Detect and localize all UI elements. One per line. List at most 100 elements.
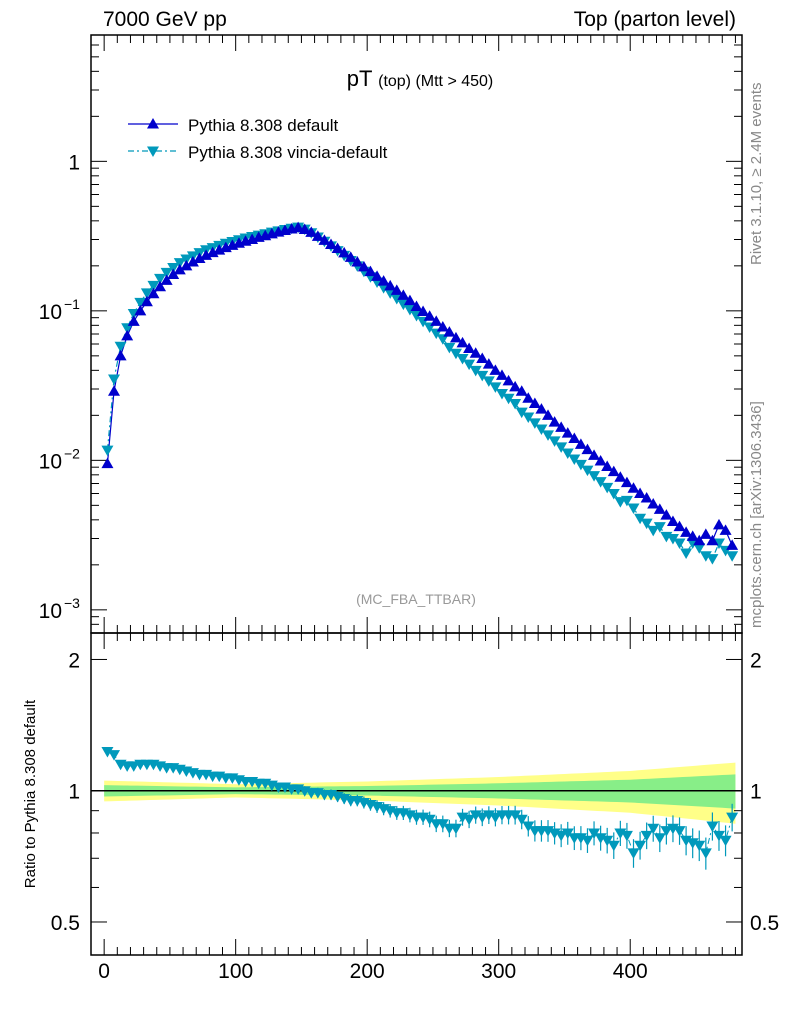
data-point — [594, 477, 607, 488]
data-point — [114, 349, 127, 361]
data-point — [548, 436, 561, 447]
data-point — [640, 518, 653, 530]
data-point — [140, 295, 153, 307]
ratio-y-tick-label: 2 — [68, 649, 80, 672]
data-point — [147, 280, 160, 292]
data-point — [495, 388, 508, 400]
data-point — [456, 336, 469, 348]
data-point — [344, 251, 357, 262]
data-point — [620, 495, 633, 507]
y-tick-exponent: −2 — [64, 445, 80, 461]
data-point — [180, 259, 193, 271]
data-point — [397, 289, 410, 300]
data-point — [403, 294, 416, 306]
data-point — [712, 518, 725, 530]
data-point — [594, 454, 607, 466]
data-point — [699, 551, 712, 562]
data-point — [167, 262, 180, 274]
y-tick-label: 1 — [68, 151, 80, 174]
series-line — [106, 226, 733, 560]
data-point — [561, 427, 574, 438]
data-point — [417, 305, 430, 316]
data-point — [186, 256, 199, 267]
data-point — [121, 323, 134, 334]
data-point — [634, 513, 647, 525]
data-point — [449, 331, 462, 343]
data-point — [160, 267, 173, 279]
data-point — [719, 524, 732, 535]
data-point — [561, 448, 574, 459]
data-point — [449, 348, 462, 360]
data-point — [647, 498, 660, 509]
ratio-data-point — [607, 840, 620, 852]
data-point — [509, 399, 522, 410]
ratio-y-tick-label: 1 — [68, 781, 80, 804]
data-point — [482, 376, 495, 387]
ratio-data-point — [640, 830, 653, 842]
data-point — [305, 226, 318, 237]
data-point — [581, 465, 594, 477]
data-point — [515, 407, 528, 419]
data-point — [377, 283, 390, 294]
data-point — [154, 280, 167, 292]
data-point — [620, 476, 633, 488]
data-point — [706, 534, 719, 546]
ratio-data-point — [463, 814, 476, 826]
ratio-panel-frame — [90, 632, 743, 956]
data-point — [193, 252, 206, 263]
data-point — [627, 482, 640, 493]
data-point — [542, 430, 555, 441]
data-point — [555, 421, 568, 432]
process-label: Top (parton level) — [573, 8, 736, 31]
data-point — [292, 221, 305, 233]
y-tick-label: 10 — [39, 600, 62, 623]
data-point — [502, 393, 515, 405]
data-point — [686, 530, 699, 541]
data-point — [114, 341, 127, 353]
data-point — [173, 258, 186, 269]
ratio-data-point — [647, 823, 660, 835]
data-point — [463, 359, 476, 371]
ratio-data-point — [699, 848, 712, 859]
ratio-data-point — [693, 840, 706, 852]
data-point — [377, 275, 390, 286]
data-point — [390, 284, 403, 295]
data-point — [581, 443, 594, 455]
rivet-version-label: Rivet 3.1.10, ≥ 2.4M events — [748, 82, 765, 266]
data-point — [601, 460, 614, 471]
y-tick-label: 10 — [39, 301, 62, 324]
data-point — [489, 382, 502, 393]
ratio-data-point — [588, 828, 601, 839]
data-point — [535, 424, 548, 436]
legend-label: Pythia 8.308 vincia-default — [188, 143, 388, 162]
data-point — [588, 471, 601, 482]
data-point — [528, 397, 541, 409]
uncertainty-band-green — [104, 774, 736, 809]
data-point — [660, 509, 673, 520]
legend-label: Pythia 8.308 default — [188, 116, 339, 135]
data-point — [134, 304, 147, 316]
ratio-data-point — [712, 830, 725, 842]
data-point — [607, 465, 620, 477]
ratio-data-point — [719, 835, 732, 847]
ratio-data-point — [423, 814, 436, 826]
data-point — [482, 358, 495, 369]
data-point — [443, 326, 456, 337]
data-point — [357, 260, 370, 272]
ratio-data-point — [653, 833, 666, 844]
data-point — [607, 489, 620, 500]
data-point — [325, 238, 338, 249]
data-point — [154, 273, 167, 285]
data-point — [463, 342, 476, 353]
data-point — [568, 454, 581, 466]
ratio-y-tick-label: 0.5 — [51, 912, 80, 935]
x-tick-label: 200 — [350, 960, 385, 983]
data-point — [436, 320, 449, 332]
data-point — [140, 288, 153, 299]
plot-title: pT (top) (Mtt > 450) — [347, 66, 494, 91]
data-point — [456, 353, 469, 365]
data-point — [706, 554, 719, 565]
data-point — [443, 342, 456, 354]
data-point — [574, 438, 587, 449]
data-point — [167, 268, 180, 280]
